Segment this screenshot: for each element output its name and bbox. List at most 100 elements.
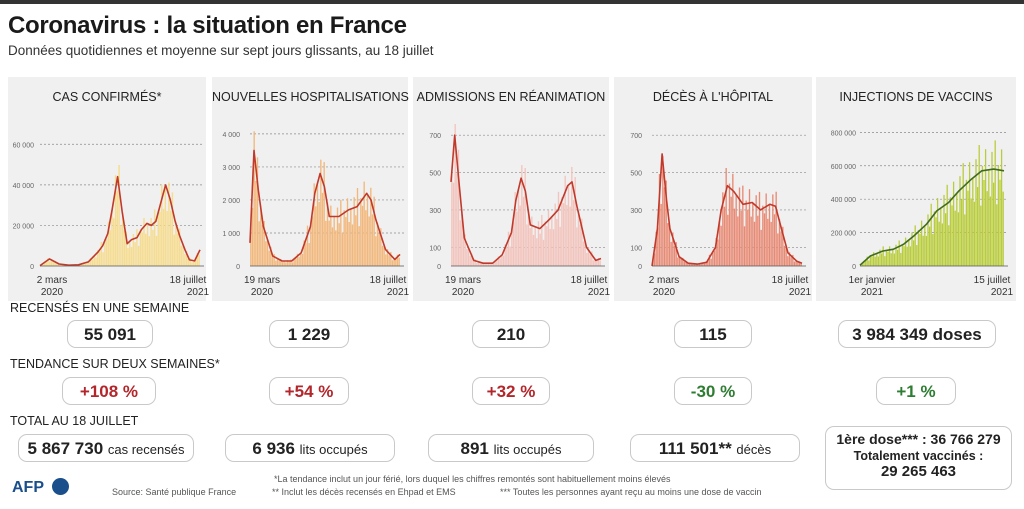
- daily-bar: [104, 239, 106, 266]
- daily-bar: [1000, 149, 1003, 266]
- daily-bar: [667, 223, 669, 266]
- x-start-year-label: 2020: [452, 287, 475, 298]
- daily-bar: [936, 198, 939, 266]
- x-end-year-label: 2021: [187, 287, 210, 298]
- daily-bar: [877, 256, 880, 266]
- daily-bar: [946, 184, 948, 266]
- y-tick-label: 100: [429, 245, 441, 252]
- daily-bar: [368, 216, 370, 266]
- daily-bar: [760, 229, 762, 266]
- x-end-date-label: 18 juillet: [571, 275, 608, 286]
- daily-bar: [914, 225, 916, 266]
- daily-bar: [972, 178, 974, 266]
- daily-bar: [255, 180, 257, 266]
- first-dose-value: 36 766 279: [930, 431, 1001, 447]
- daily-bar: [256, 157, 259, 266]
- daily-bar: [129, 241, 131, 266]
- daily-bar: [552, 229, 555, 266]
- daily-bar: [121, 212, 124, 266]
- daily-bar: [683, 261, 686, 266]
- total-value-icu: 891 lits occupés: [428, 434, 594, 462]
- x-end-year-label: 2021: [387, 287, 410, 298]
- vaccine-totals-box: 1ère dose*** : 36 766 279 Totalement vac…: [825, 426, 1012, 490]
- daily-bar: [260, 205, 262, 266]
- daily-bar: [991, 151, 993, 266]
- daily-bar: [677, 257, 679, 266]
- fully-vaccinated-label: Totalement vaccinés :: [853, 449, 984, 463]
- daily-bar: [303, 240, 305, 266]
- daily-bar: [680, 258, 682, 266]
- daily-bar: [308, 243, 310, 266]
- daily-bar: [730, 196, 732, 266]
- footnote-source: Source: Santé publique France: [112, 487, 237, 497]
- daily-bar: [315, 206, 317, 266]
- weekly-value-text: 1 229: [287, 325, 331, 344]
- daily-bar: [740, 210, 742, 266]
- daily-bar: [114, 175, 117, 266]
- daily-bar: [376, 222, 379, 266]
- daily-bar: [280, 259, 282, 266]
- daily-bar: [795, 260, 797, 266]
- daily-bar: [708, 254, 711, 266]
- y-tick-label: 700: [630, 133, 642, 140]
- daily-bar: [871, 256, 873, 266]
- daily-bar: [381, 245, 384, 266]
- daily-bar: [903, 246, 905, 266]
- daily-bar: [346, 198, 349, 266]
- y-tick-label: 700: [429, 133, 441, 140]
- daily-bar: [517, 189, 520, 266]
- daily-bar: [120, 225, 122, 266]
- daily-bar: [380, 228, 382, 266]
- daily-bar: [43, 261, 46, 266]
- daily-bar: [469, 255, 471, 266]
- daily-bar: [261, 225, 264, 266]
- daily-bar: [775, 191, 777, 266]
- x-end-year-label: 2021: [789, 287, 812, 298]
- daily-bar: [268, 250, 270, 266]
- daily-bar: [956, 193, 958, 266]
- daily-bar: [534, 226, 536, 266]
- daily-bar: [360, 198, 362, 266]
- daily-bar: [788, 252, 791, 266]
- x-start-year-label: 2021: [861, 287, 884, 298]
- daily-bar: [957, 212, 960, 266]
- daily-bar: [662, 155, 664, 266]
- daily-bar: [321, 192, 324, 266]
- daily-bar: [900, 252, 902, 266]
- daily-bar: [591, 251, 593, 266]
- daily-bar: [386, 249, 389, 266]
- daily-bar: [153, 209, 156, 266]
- daily-bar: [964, 214, 966, 266]
- daily-bar: [514, 192, 516, 266]
- total-value-cases: 5 867 730 cas recensés: [18, 434, 194, 462]
- daily-bar: [925, 235, 928, 266]
- daily-bar: [361, 205, 364, 266]
- section-weekly-label: RECENSÉS EN UNE SEMAINE: [10, 301, 190, 315]
- daily-bar: [783, 245, 786, 266]
- afp-logo-dot: [52, 478, 69, 495]
- footnote-ehpad: ** Inclut les décès recensés en Ehpad et…: [272, 487, 456, 497]
- daily-bar: [113, 218, 115, 266]
- daily-bar: [718, 221, 721, 266]
- daily-bar: [333, 216, 335, 266]
- y-tick-label: 400 000: [831, 197, 856, 204]
- daily-bar: [557, 191, 560, 266]
- daily-bar: [276, 258, 279, 266]
- daily-bar: [189, 258, 191, 266]
- daily-bar: [118, 165, 120, 266]
- daily-bar: [720, 225, 722, 266]
- daily-bar: [452, 182, 455, 266]
- daily-bar: [908, 240, 910, 266]
- vaccines-chart: 800 000 600 000 400 000 200 000 0 1er janvier…: [831, 130, 1014, 298]
- daily-bar: [668, 225, 671, 266]
- daily-bar: [660, 204, 662, 266]
- daily-bar: [594, 259, 596, 266]
- daily-bar: [168, 182, 170, 266]
- y-tick-label: 300: [429, 208, 441, 215]
- daily-bar: [539, 233, 541, 266]
- daily-bar: [325, 220, 327, 266]
- panel-title-vaccines: INJECTIONS DE VACCINS: [839, 90, 993, 104]
- daily-bar: [275, 260, 277, 266]
- panel-title-deaths: DÉCÈS À L'HÔPITAL: [652, 90, 774, 104]
- daily-bar: [301, 253, 304, 266]
